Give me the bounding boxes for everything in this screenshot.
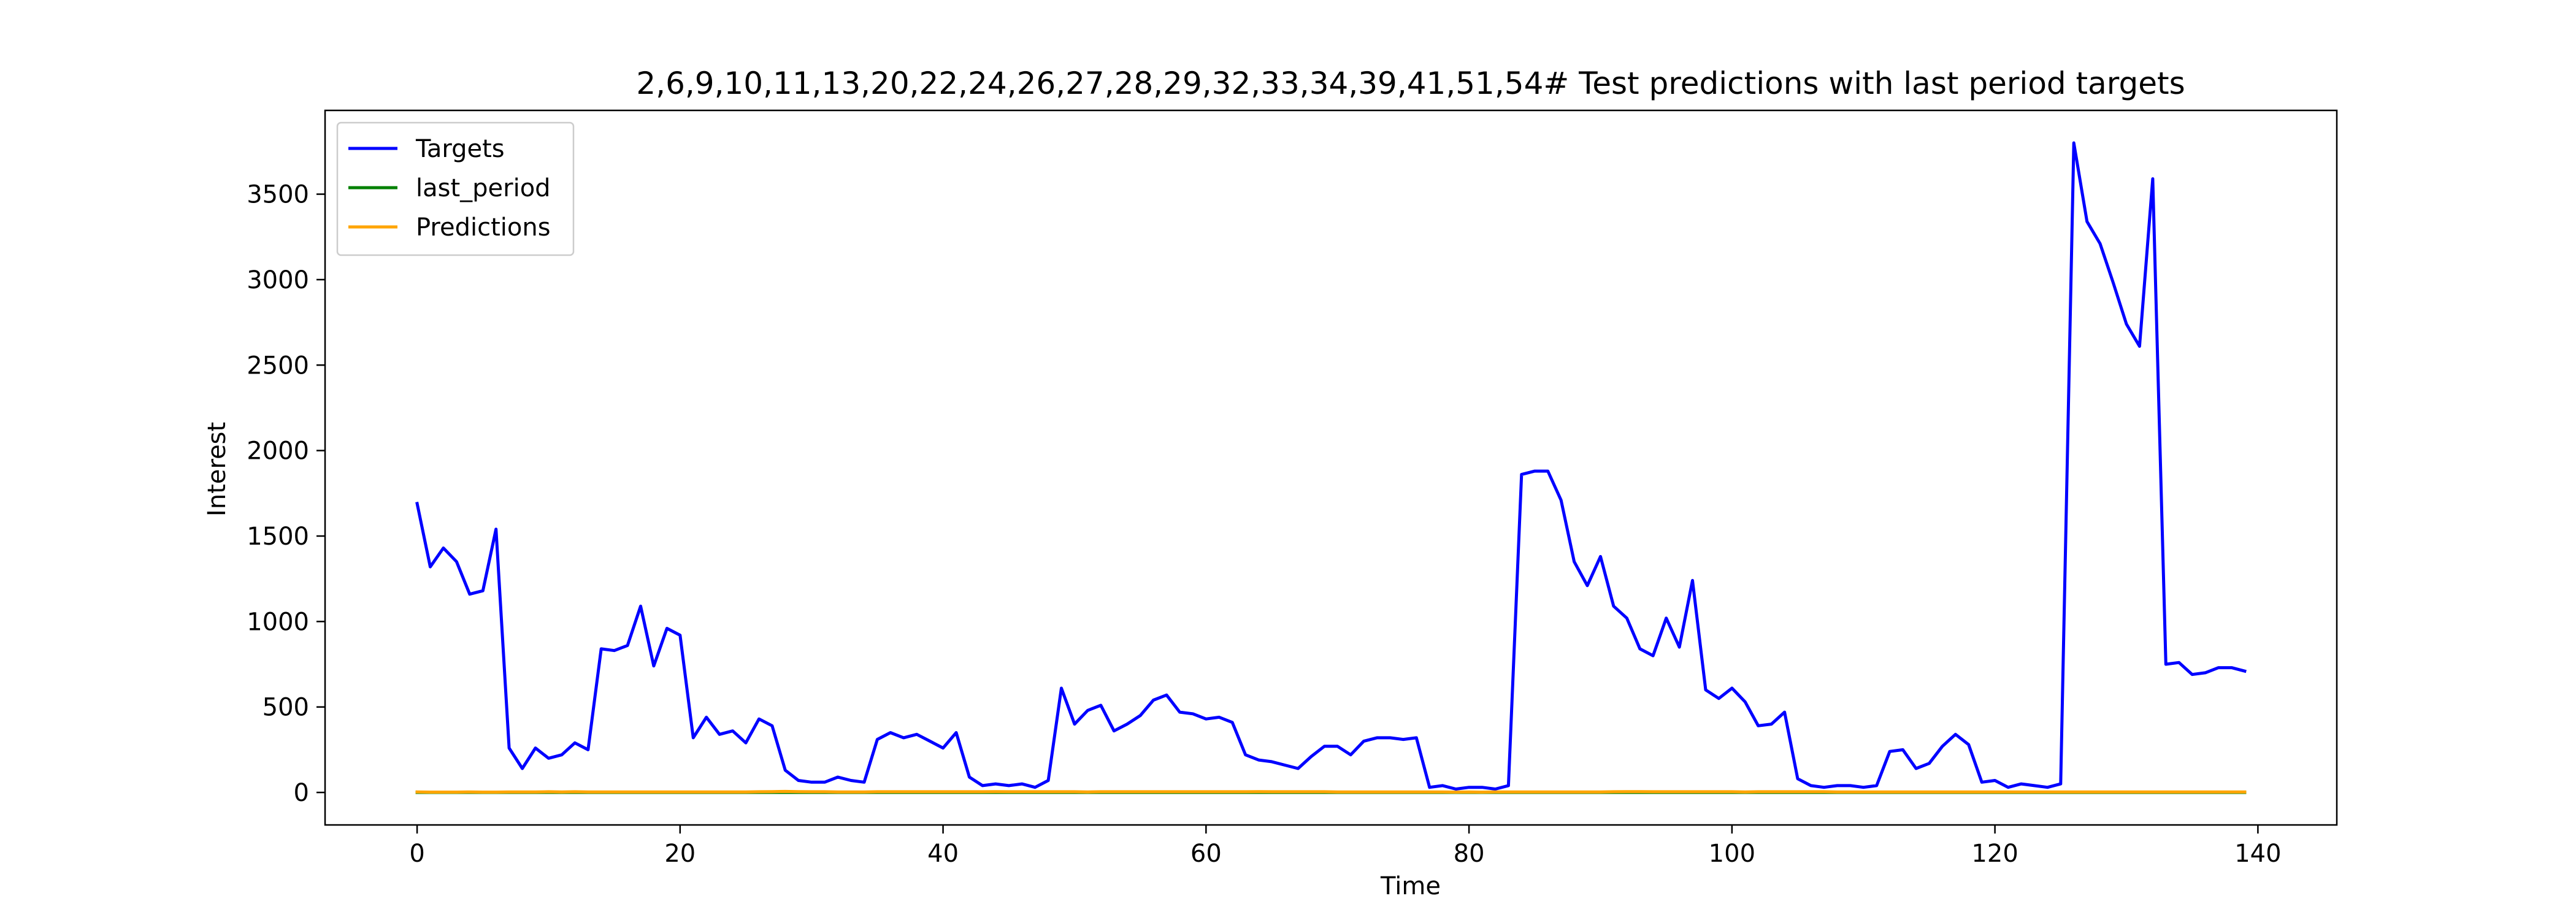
y-tick-label: 500 xyxy=(263,694,309,722)
series-layer xyxy=(415,141,2247,794)
chart-title: 2,6,9,10,11,13,20,22,24,26,27,28,29,32,3… xyxy=(636,66,2185,101)
x-axis: 0 20 40 60 80 100 120 140 xyxy=(409,825,2282,868)
legend: Targets last_period Predictions xyxy=(336,121,575,256)
y-tick-label: 1500 xyxy=(247,523,309,551)
x-tick-label: 20 xyxy=(664,840,696,868)
x-tick-label: 0 xyxy=(409,840,424,868)
y-axis-label: Interest xyxy=(203,422,231,516)
y-tick-label: 2000 xyxy=(247,437,309,466)
x-tick-label: 40 xyxy=(927,840,959,868)
x-tick-label: 140 xyxy=(2234,840,2281,868)
x-tick-label: 120 xyxy=(1971,840,2018,868)
y-tick-label: 0 xyxy=(294,779,309,807)
y-tick-label: 2500 xyxy=(247,351,309,380)
legend-label: Predictions xyxy=(416,213,551,242)
series-line-predictions xyxy=(415,789,2247,794)
legend-label: last_period xyxy=(416,174,551,202)
series-line-targets xyxy=(415,141,2247,791)
y-tick-label: 3000 xyxy=(247,266,309,294)
y-tick-label: 1000 xyxy=(247,608,309,636)
y-tick-label: 3500 xyxy=(247,181,309,209)
y-axis: 0 500 1000 1500 2000 2500 3000 3500 xyxy=(247,181,325,807)
legend-label: Targets xyxy=(415,135,505,163)
x-tick-label: 100 xyxy=(1709,840,1755,868)
x-tick-label: 60 xyxy=(1190,840,1222,868)
x-axis-label: Time xyxy=(1380,872,1441,900)
legend-box xyxy=(336,121,575,256)
x-tick-label: 80 xyxy=(1454,840,1485,868)
plot-frame xyxy=(324,109,2338,826)
plot-area xyxy=(324,109,2338,826)
